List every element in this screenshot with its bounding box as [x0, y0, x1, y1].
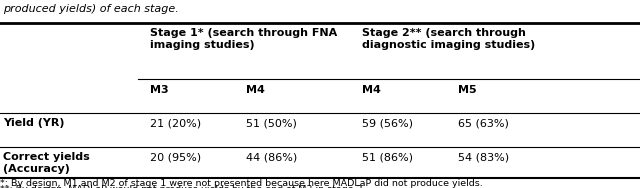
- Text: *: By design, M1 and M2 of stage 1 were not presented because here MADLaP did no: *: By design, M1 and M2 of stage 1 were …: [0, 179, 483, 188]
- Text: 54 (83%): 54 (83%): [458, 152, 509, 162]
- Text: M5: M5: [458, 85, 476, 95]
- Text: 51 (50%): 51 (50%): [246, 118, 297, 128]
- Text: produced yields) of each stage.: produced yields) of each stage.: [3, 4, 179, 14]
- Text: 21 (20%): 21 (20%): [150, 118, 202, 128]
- Text: M3: M3: [150, 85, 169, 95]
- Text: 65 (63%): 65 (63%): [458, 118, 508, 128]
- Text: Stage 2** (search through
diagnostic imaging studies): Stage 2** (search through diagnostic ima…: [362, 28, 535, 50]
- Text: Stage 1* (search through FNA
imaging studies): Stage 1* (search through FNA imaging stu…: [150, 28, 338, 50]
- Text: **: By design, MADLaP would not produce yields by the end of M3 in stage 2.: **: By design, MADLaP would not produce …: [0, 185, 365, 188]
- Text: M4: M4: [362, 85, 380, 95]
- Text: M4: M4: [246, 85, 265, 95]
- Text: Yield (YR): Yield (YR): [3, 118, 65, 128]
- Text: 59 (56%): 59 (56%): [362, 118, 413, 128]
- Text: 51 (86%): 51 (86%): [362, 152, 413, 162]
- Text: 20 (95%): 20 (95%): [150, 152, 202, 162]
- Text: Correct yields
(Accuracy): Correct yields (Accuracy): [3, 152, 90, 174]
- Text: 44 (86%): 44 (86%): [246, 152, 298, 162]
